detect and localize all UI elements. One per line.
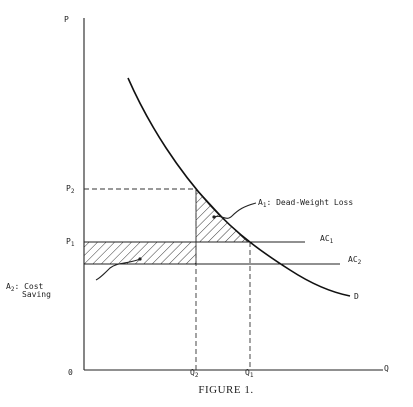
y-axis-label: P (64, 15, 69, 24)
q2-label: Q2 (190, 368, 199, 379)
a2-pointer (95, 258, 141, 281)
demand-curve (127, 77, 351, 297)
a2-label-line2: Saving (22, 290, 51, 299)
demand-label: D (354, 292, 359, 301)
cost-saving-area (83, 241, 197, 265)
q1-label: Q1 (245, 368, 254, 379)
p2-label: P2 (66, 184, 75, 195)
a2-label: A2: Cost (6, 282, 44, 293)
ac2-label: AC2 (348, 255, 362, 266)
figure-caption: FIGURE 1. (198, 384, 253, 396)
p1-label: P1 (66, 237, 75, 248)
a1-pointer (213, 202, 257, 219)
x-axis-label: Q (384, 364, 389, 373)
a1-pointer-dot (212, 215, 216, 219)
a2-pointer-dot (138, 257, 142, 261)
ac1-label: AC1 (320, 234, 334, 245)
origin-label: 0 (68, 368, 73, 377)
a1-label: A1: Dead-Weight Loss (258, 198, 353, 209)
